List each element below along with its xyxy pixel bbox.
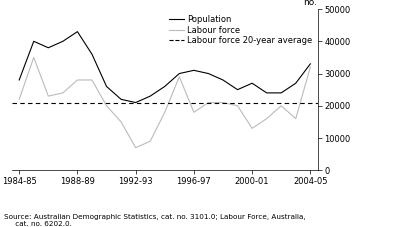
- Labour force: [235, 104, 240, 107]
- Population: [162, 85, 167, 88]
- Population: [119, 98, 123, 101]
- Labour force: [148, 140, 152, 143]
- Population: [250, 82, 254, 85]
- Text: no.: no.: [304, 0, 318, 7]
- Labour force: [191, 111, 196, 114]
- Text: Source: Australian Demographic Statistics, cat. no. 3101.0; Labour Force, Austra: Source: Australian Demographic Statistic…: [4, 214, 306, 227]
- Labour force: [75, 79, 80, 81]
- Population: [206, 72, 211, 75]
- Labour force: [250, 127, 254, 130]
- Labour force 20-year average: [17, 101, 21, 104]
- Labour force: [293, 117, 298, 120]
- Population: [31, 40, 36, 43]
- Legend: Population, Labour force, Labour force 20-year average: Population, Labour force, Labour force 2…: [169, 15, 312, 45]
- Labour force: [133, 146, 138, 149]
- Population: [293, 82, 298, 85]
- Labour force: [177, 75, 182, 78]
- Line: Labour force: Labour force: [19, 57, 310, 148]
- Population: [264, 91, 269, 94]
- Population: [191, 69, 196, 72]
- Labour force: [206, 101, 211, 104]
- Population: [133, 101, 138, 104]
- Labour force: [162, 111, 167, 114]
- Labour force: [31, 56, 36, 59]
- Population: [221, 79, 225, 81]
- Population: [279, 91, 283, 94]
- Labour force: [279, 104, 283, 107]
- Population: [177, 72, 182, 75]
- Labour force: [264, 117, 269, 120]
- Population: [17, 79, 21, 81]
- Population: [235, 88, 240, 91]
- Population: [90, 53, 94, 56]
- Population: [75, 30, 80, 33]
- Population: [46, 46, 51, 49]
- Population: [104, 85, 109, 88]
- Labour force: [60, 91, 65, 94]
- Labour force: [17, 98, 21, 101]
- Labour force: [90, 79, 94, 81]
- Population: [308, 62, 313, 65]
- Population: [60, 40, 65, 43]
- Population: [148, 95, 152, 97]
- Labour force: [119, 121, 123, 123]
- Labour force: [308, 66, 313, 69]
- Labour force 20-year average: [31, 101, 36, 104]
- Line: Population: Population: [19, 32, 310, 103]
- Labour force: [46, 95, 51, 97]
- Labour force: [104, 104, 109, 107]
- Labour force: [221, 101, 225, 104]
